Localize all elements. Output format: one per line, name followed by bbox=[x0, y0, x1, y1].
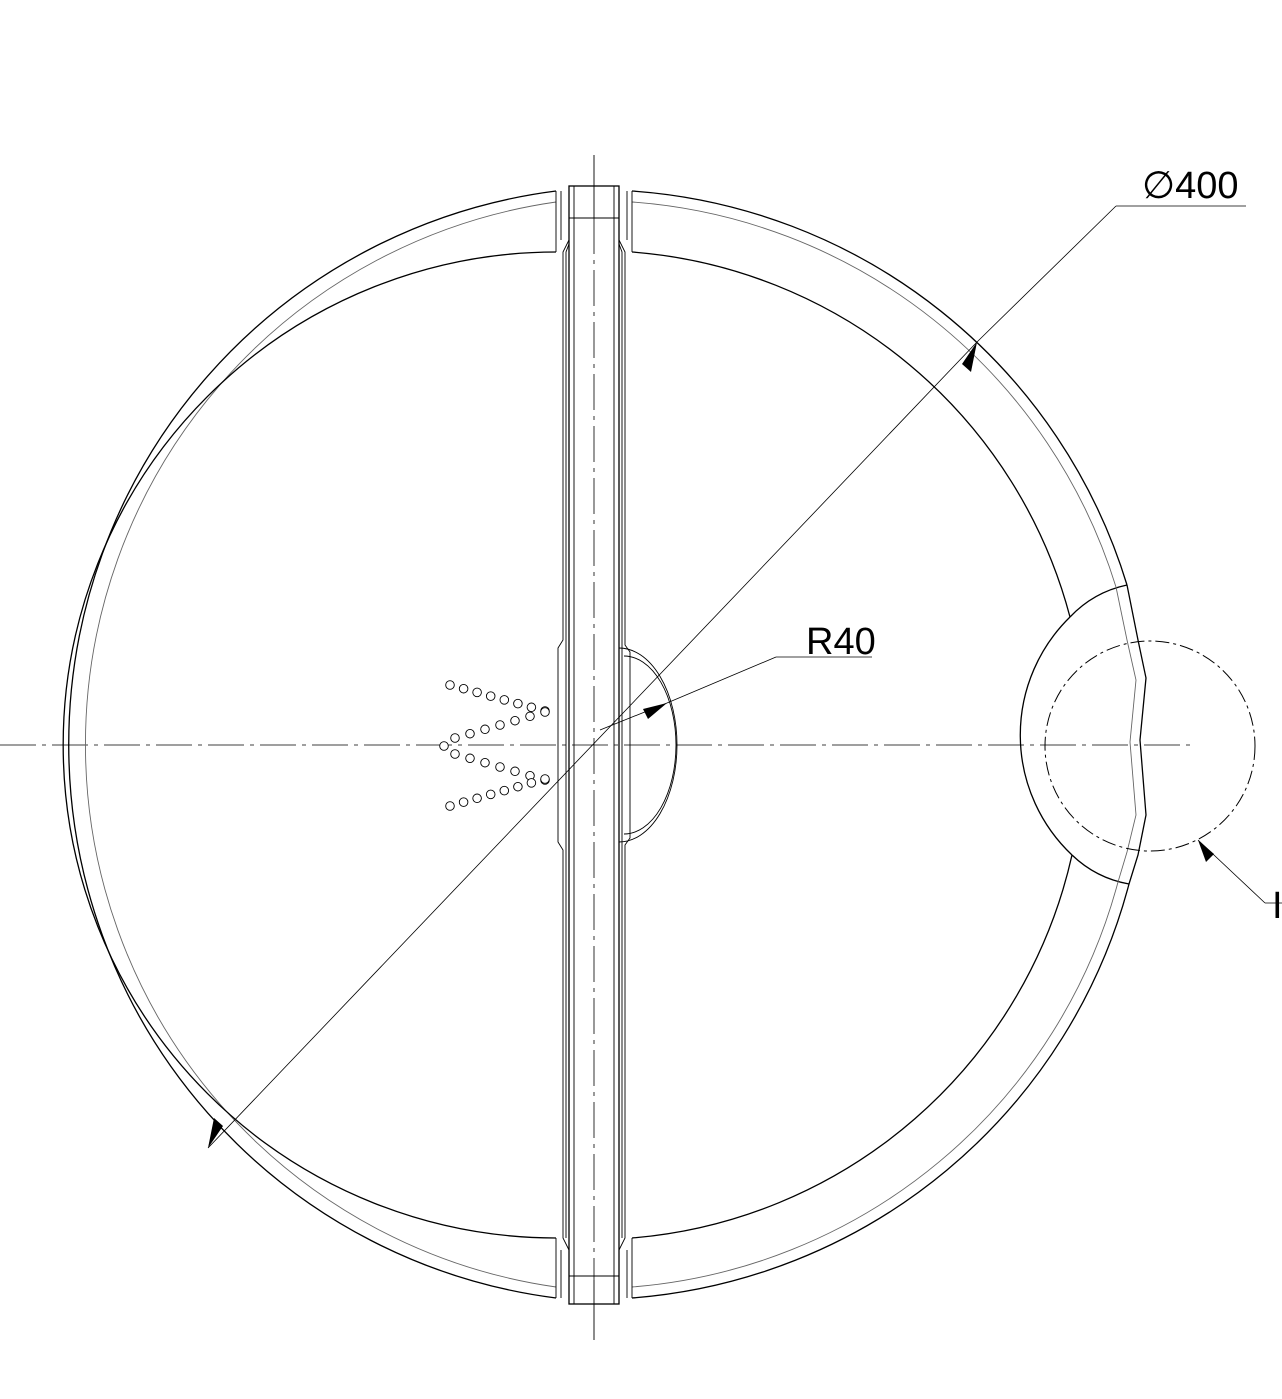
perforation-hole bbox=[499, 785, 510, 796]
perforation-hole bbox=[525, 711, 535, 722]
perforation-hole bbox=[450, 749, 460, 759]
perforation-hole bbox=[445, 680, 455, 690]
outer-rim-left bbox=[68, 190, 557, 1299]
radius-label: R40 bbox=[806, 621, 876, 663]
perforation-hole bbox=[495, 762, 505, 772]
perforation-hole bbox=[495, 720, 505, 730]
perforation-hole bbox=[439, 741, 449, 751]
detail-arrow bbox=[1198, 840, 1214, 862]
radius-arrow bbox=[643, 703, 667, 719]
perforation-hole bbox=[465, 753, 475, 764]
perforation-hole bbox=[480, 757, 490, 768]
inner-bowl bbox=[62, 251, 1073, 1239]
perforation-hole bbox=[472, 793, 482, 804]
diameter-arrow-bottom bbox=[208, 1118, 223, 1148]
perforation-pattern bbox=[439, 680, 550, 811]
perforation-hole bbox=[485, 691, 496, 701]
diameter-dimension: ∅400 bbox=[207, 165, 1246, 1149]
r40-boss bbox=[618, 647, 678, 843]
perforation-hole bbox=[499, 695, 510, 705]
perforation-hole bbox=[465, 728, 475, 739]
perforation-hole bbox=[540, 774, 550, 784]
perforation-hole bbox=[513, 781, 523, 792]
detail-circle bbox=[1044, 640, 1256, 852]
diameter-label: ∅400 bbox=[1142, 165, 1239, 207]
perforation-hole bbox=[526, 778, 537, 788]
perforation-hole bbox=[540, 707, 550, 717]
outer-rim-right bbox=[631, 190, 1130, 1299]
perforation-hole bbox=[445, 801, 455, 811]
perforation-hole bbox=[458, 797, 469, 807]
perforation-hole bbox=[510, 766, 520, 777]
center-handle-bar bbox=[555, 185, 633, 1305]
side-notch bbox=[1019, 584, 1147, 885]
perforation-hole bbox=[472, 687, 482, 698]
perforation-hole bbox=[458, 683, 469, 694]
detail-callout: I bbox=[1044, 640, 1282, 927]
perforation-hole bbox=[450, 733, 460, 743]
perforation-hole bbox=[485, 789, 496, 800]
perforation-hole bbox=[513, 698, 523, 709]
center-lines bbox=[0, 155, 1190, 1340]
perforation-hole bbox=[480, 724, 490, 735]
perforation-hole bbox=[526, 702, 537, 713]
perforation-hole bbox=[510, 715, 520, 726]
diameter-arrow-top bbox=[962, 342, 977, 372]
detail-label: I bbox=[1272, 885, 1282, 927]
radius-dimension: R40 bbox=[599, 621, 876, 731]
